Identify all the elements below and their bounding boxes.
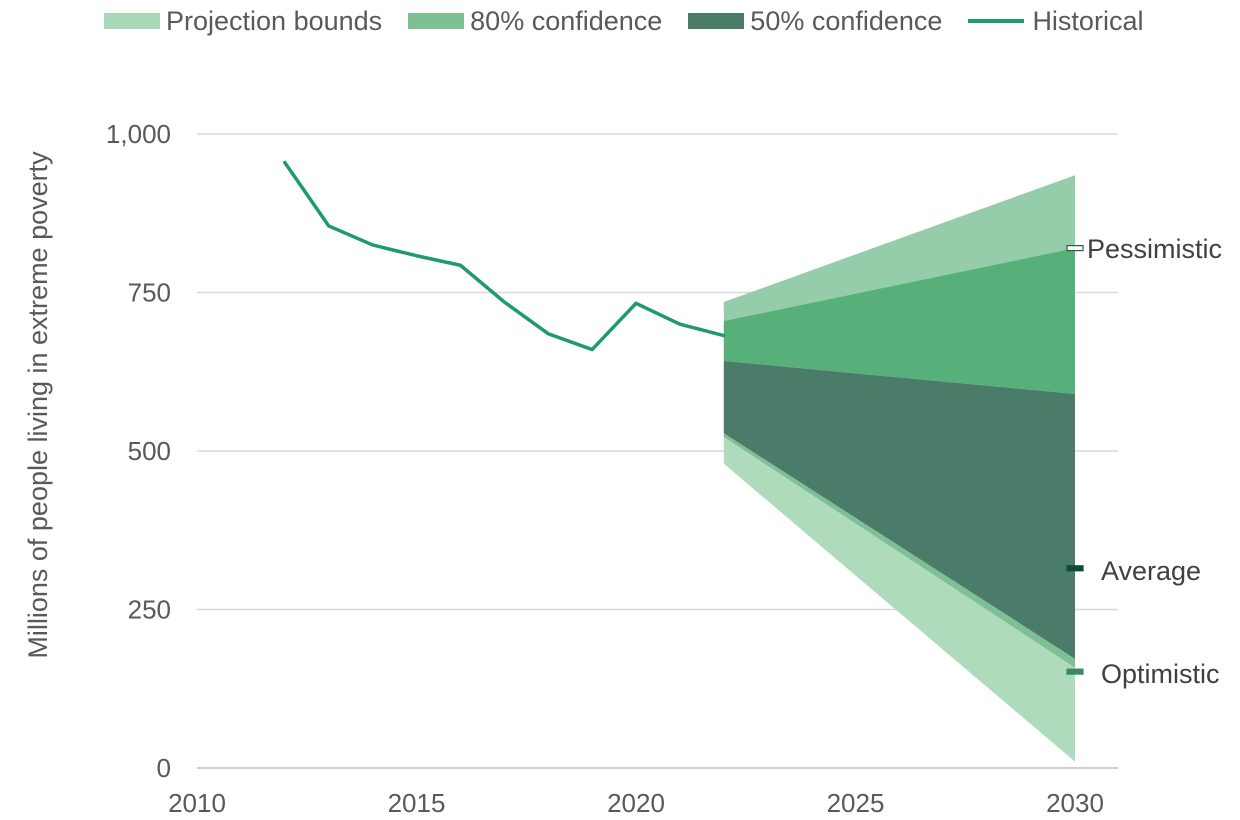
band-2 [723,360,1075,659]
x-tick-label-2010: 2010 [168,788,226,818]
scenario-marker-pessimistic [1066,245,1084,252]
scenario-marker-average [1066,565,1084,572]
legend-label-80-confidence: 80% confidence [470,5,663,36]
y-tick-label-250: 250 [128,595,171,625]
chart-legend: Projection bounds 80% confidence 50% con… [104,4,1143,38]
x-tick-label-2030: 2030 [1046,788,1104,818]
y-tick-label-750: 750 [128,278,171,308]
band-0 [723,175,1075,322]
scenario-markers: Pessimistic Average Optimistic [1066,234,1222,689]
legend-item-historical: Historical [968,6,1143,37]
legend-item-50-confidence: 50% confidence [688,6,942,37]
legend-swatch-historical [968,19,1025,23]
band-1 [723,248,1075,394]
legend-item-projection-bounds: Projection bounds [104,6,382,37]
y-tick-label-1000: 1,000 [106,119,171,149]
x-tick-label-2020: 2020 [607,788,665,818]
band-4 [723,437,1075,762]
y-tick-label-0: 0 [157,753,171,783]
historical-series [283,160,726,352]
legend-swatch-80-confidence [408,13,465,29]
legend-label-50-confidence: 50% confidence [750,5,943,36]
projection-bands [723,175,1075,762]
scenario-label-pessimistic: Pessimistic [1087,234,1222,264]
x-tick-label-2015: 2015 [388,788,446,818]
legend-label-historical: Historical [1032,5,1144,36]
legend-item-80-confidence: 80% confidence [408,6,662,37]
legend-label-projection-bounds: Projection bounds [166,5,383,36]
y-tick-label-500: 500 [128,436,171,466]
historical-line [283,160,726,352]
scenario-marker-optimistic [1066,668,1084,675]
legend-swatch-projection-bounds [104,13,160,29]
y-axis-label: Millions of people living in extreme pov… [23,151,53,659]
x-tick-label-2025: 2025 [827,788,885,818]
legend-swatch-50-confidence [688,13,745,29]
scenario-label-optimistic: Optimistic [1101,659,1220,689]
axes: 0 250 500 750 1,000 2010 2015 2020 2025 2030 [106,119,1118,818]
band-3 [723,433,1075,668]
scenario-label-average: Average [1101,556,1201,586]
